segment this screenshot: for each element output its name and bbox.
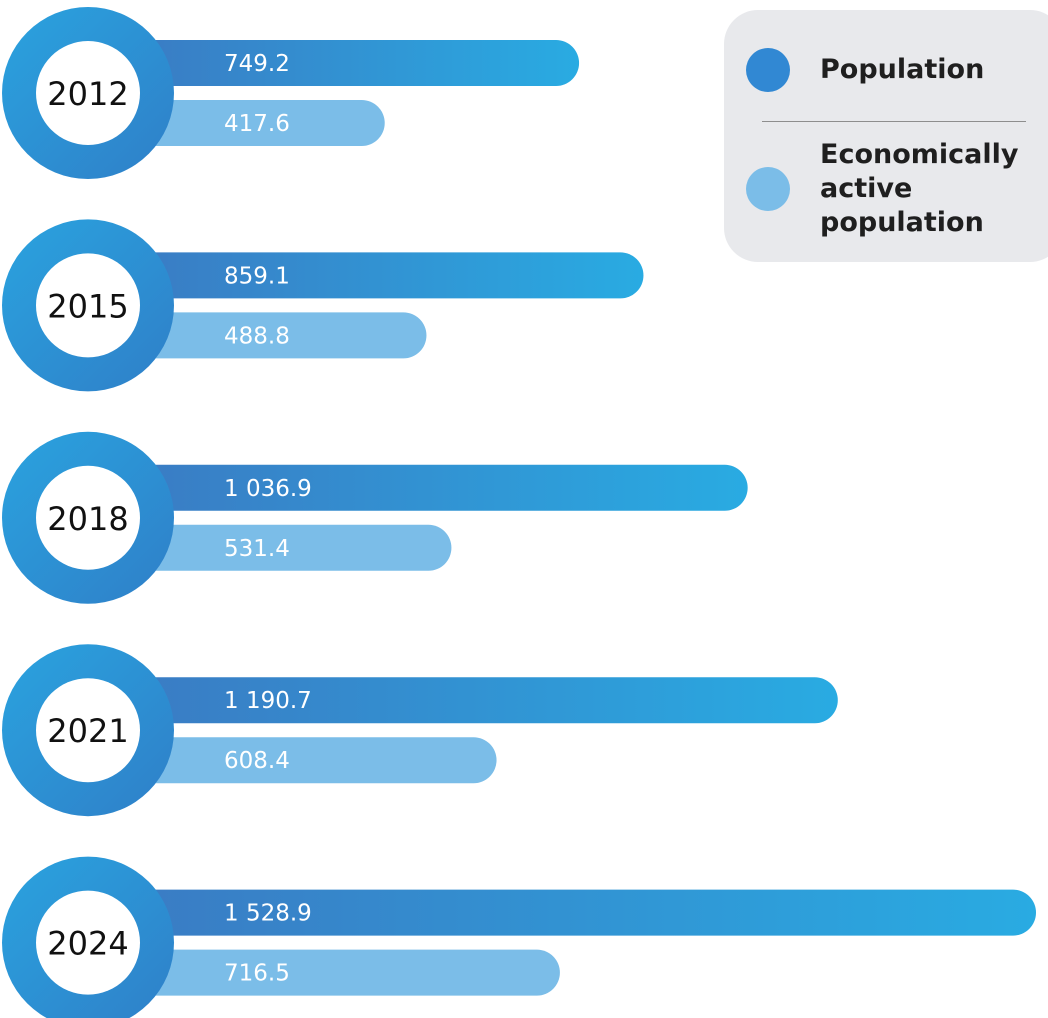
legend-divider: [762, 121, 1026, 122]
data-label-economically-active-2012: 417.6: [224, 111, 290, 137]
bar-population-2024: [140, 889, 1036, 936]
legend: Population Economically active populatio…: [724, 10, 1048, 262]
data-label-population-2018: 1 036.9: [224, 476, 312, 502]
bar-population-2015: [140, 252, 644, 299]
legend-swatch-population: [746, 48, 790, 92]
bar-population-2018: [140, 464, 748, 511]
bar-economically-active-2018: [140, 524, 452, 571]
data-label-population-2012: 749.2: [224, 51, 290, 77]
legend-item-population: Population: [746, 48, 1048, 92]
year-marker-center-2012: [36, 41, 140, 145]
category-label-2015: 2015: [47, 287, 128, 325]
bar-economically-active-2021: [140, 737, 497, 784]
legend-swatch-economically-active: [746, 167, 790, 211]
legend-item-economically-active: Economically active population: [746, 138, 1048, 240]
year-marker-center-2024: [36, 890, 140, 995]
category-label-2024: 2024: [47, 925, 128, 963]
data-label-economically-active-2018: 531.4: [224, 536, 290, 562]
category-label-2012: 2012: [47, 75, 128, 113]
year-markers-layer: 2012 2015 2018 2021 2024: [2, 7, 174, 1018]
category-label-2018: 2018: [47, 500, 128, 538]
year-marker-center-2015: [36, 253, 140, 358]
bar-population-2012: [140, 40, 580, 86]
data-label-population-2021: 1 190.7: [224, 688, 312, 714]
bar-economically-active-2012: [140, 100, 385, 146]
data-label-population-2015: 859.1: [224, 263, 290, 289]
category-label-2021: 2021: [47, 712, 128, 750]
data-label-population-2024: 1 528.9: [224, 901, 312, 927]
bar-population-2021: [140, 677, 838, 724]
bar-economically-active-2015: [140, 312, 427, 359]
year-marker-center-2018: [36, 465, 140, 570]
data-label-economically-active-2021: 608.4: [224, 748, 290, 774]
data-label-economically-active-2024: 716.5: [224, 961, 290, 987]
bars-layer: 749.2 417.6 859.1 488.8 1 036.9 531.4 1 190.7 6…: [140, 40, 1036, 996]
legend-label-population: Population: [820, 54, 985, 85]
bar-economically-active-2024: [140, 949, 560, 996]
legend-label-economically-active: Economically active population: [820, 139, 1019, 238]
data-label-economically-active-2015: 488.8: [224, 323, 290, 349]
year-marker-center-2021: [36, 678, 140, 783]
